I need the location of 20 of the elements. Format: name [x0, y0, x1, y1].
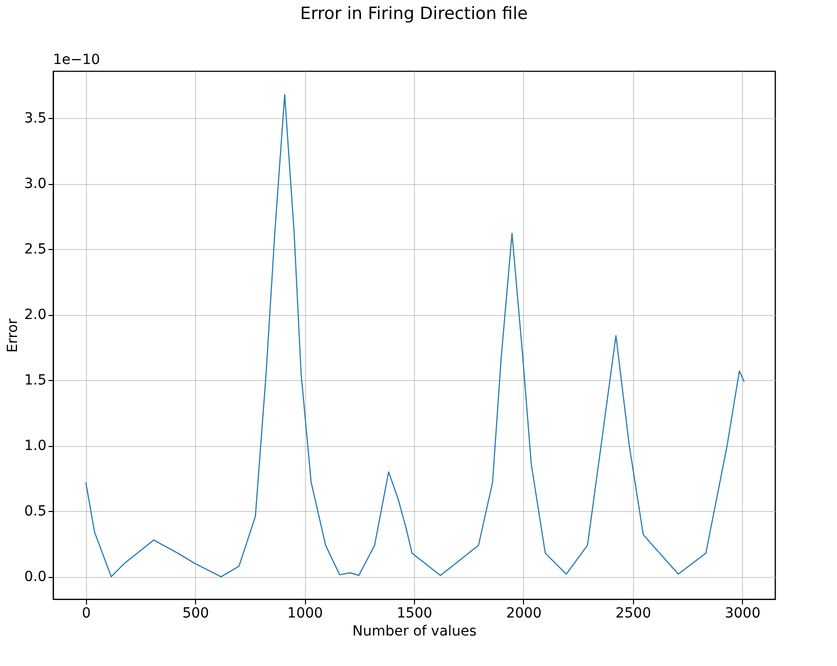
x-tick-label: 2500: [615, 606, 652, 622]
x-tick-label: 2000: [506, 606, 542, 622]
y-tick-label: 2.0: [24, 307, 46, 324]
x-tick-label: 1000: [287, 606, 323, 622]
x-tick-label: 500: [182, 606, 210, 622]
chart-title: Error in Firing Direction file: [300, 4, 528, 24]
x-tick-label: 3000: [724, 606, 760, 622]
y-tick-label: 1.0: [24, 438, 46, 454]
x-axis-title: Number of values: [352, 624, 477, 640]
text: 1e−10: [53, 52, 100, 68]
y-tick-label: 0.0: [24, 569, 46, 586]
y-tick-label: 2.5: [24, 242, 46, 258]
y-axis-title: Error: [5, 318, 22, 353]
y-tick-label: 3.5: [24, 110, 46, 127]
y-tick-label: 1.5: [24, 372, 46, 389]
y-tick-label: 3.0: [24, 176, 46, 192]
x-tick-label: 0: [82, 606, 91, 622]
line-series: [85, 94, 745, 578]
x-tick-label: 1500: [396, 606, 432, 622]
y-tick-label: 0.5: [24, 504, 46, 520]
